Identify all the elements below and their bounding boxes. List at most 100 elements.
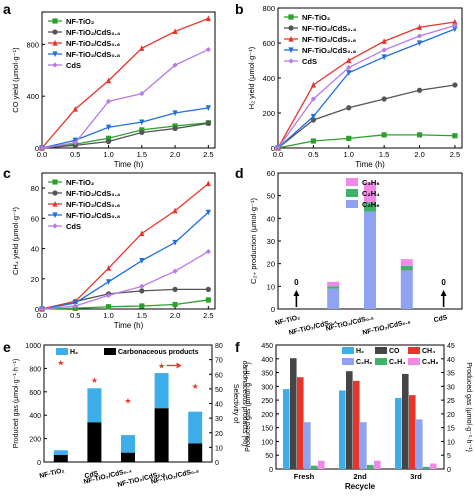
data-point bbox=[205, 105, 211, 111]
legend-swatch bbox=[408, 347, 420, 354]
bar-segment bbox=[400, 259, 413, 266]
data-point bbox=[172, 207, 178, 214]
panel-letter: f bbox=[235, 339, 240, 355]
legend-label: C₂H₄ bbox=[389, 359, 406, 366]
x-tick-label: 2nd bbox=[353, 472, 367, 481]
data-point bbox=[416, 132, 423, 138]
panel-letter: b bbox=[235, 1, 244, 17]
data-point bbox=[416, 24, 423, 30]
data-point bbox=[139, 258, 145, 264]
bar-segment bbox=[327, 281, 340, 287]
y-tick-label: 0 bbox=[271, 144, 275, 153]
bar bbox=[360, 422, 367, 469]
y-tick-label: 600 bbox=[29, 390, 41, 397]
x-tick-label: 2.0 bbox=[414, 150, 424, 159]
data-point bbox=[205, 248, 211, 255]
legend-label: NF-TiO₂ bbox=[66, 178, 94, 187]
x-tick-label: NF-TiO₂/CdS₀.₈ bbox=[150, 467, 199, 486]
y-axis-label: CO yield (μmol·g⁻¹) bbox=[11, 47, 20, 113]
legend-label: NF-TiO₂/CdS₀.₈ bbox=[66, 50, 121, 59]
y-tick-label: 250 bbox=[261, 398, 273, 405]
data-point bbox=[452, 82, 458, 88]
y-tick-label: 40 bbox=[267, 214, 275, 223]
data-point bbox=[310, 113, 316, 120]
data-point bbox=[346, 135, 352, 141]
data-point bbox=[172, 125, 178, 132]
legend-marker bbox=[288, 47, 294, 54]
series-line bbox=[41, 107, 209, 149]
data-point bbox=[452, 133, 458, 139]
legend-marker bbox=[52, 223, 58, 229]
bar bbox=[416, 419, 423, 469]
x-axis-label: Time (h) bbox=[355, 160, 385, 169]
data-point bbox=[416, 40, 423, 47]
data-point bbox=[346, 70, 352, 76]
x-tick-label: 0.0 bbox=[37, 311, 47, 320]
y2-tick-label: 30 bbox=[215, 416, 223, 423]
data-point bbox=[39, 145, 45, 151]
bar-segment bbox=[154, 408, 169, 462]
data-point bbox=[172, 301, 178, 308]
data-point bbox=[381, 54, 387, 61]
data-point bbox=[452, 18, 458, 25]
legend-swatch bbox=[342, 347, 354, 354]
y-tick-label: 0 bbox=[37, 460, 41, 467]
x-tick-label: 0.5 bbox=[70, 150, 80, 159]
data-point bbox=[72, 140, 78, 146]
series-line bbox=[41, 122, 209, 149]
axis-arrow-head bbox=[176, 362, 182, 369]
data-point bbox=[172, 110, 178, 117]
legend-label: C₃H₆ bbox=[362, 178, 380, 187]
y2-axis-label-line2: carbonaceous products (%) bbox=[241, 361, 248, 447]
data-point bbox=[205, 46, 211, 53]
data-point bbox=[105, 98, 112, 104]
y-tick-label: 60 bbox=[31, 214, 39, 223]
data-point bbox=[381, 96, 387, 102]
x-tick-label: NF-TiO₂ bbox=[39, 467, 65, 480]
y-tick-label: 50 bbox=[267, 192, 275, 201]
x-tick-label: 0.5 bbox=[70, 311, 80, 320]
y-tick-label: 600 bbox=[262, 39, 275, 48]
x-tick-label: 0.0 bbox=[37, 150, 47, 159]
legend-label: NF-TiO₂/CdS₀.₆ bbox=[66, 200, 120, 209]
data-point bbox=[381, 47, 387, 53]
legend-label: CdS bbox=[66, 222, 81, 231]
data-point bbox=[346, 57, 352, 64]
panel-letter: a bbox=[3, 1, 11, 17]
legend-marker bbox=[52, 190, 58, 196]
data-point bbox=[172, 268, 178, 274]
legend-marker bbox=[52, 212, 58, 219]
x-axis-label: Recycle bbox=[345, 482, 376, 491]
legend-label: NF-TiO₂ bbox=[302, 13, 330, 22]
legend-swatch bbox=[375, 358, 387, 365]
y-axis-label: Produced gas (μmol·g⁻¹·h⁻¹) bbox=[13, 359, 20, 449]
series-line bbox=[277, 28, 456, 149]
data-point bbox=[172, 28, 178, 35]
y2-tick-label: 20 bbox=[215, 431, 223, 438]
x-axis-label: Time (h) bbox=[114, 160, 144, 169]
data-point bbox=[381, 38, 387, 44]
series-line bbox=[41, 17, 209, 149]
arrow-head bbox=[293, 290, 300, 296]
legend-label: NF-TiO₂/CdS₀.₈ bbox=[302, 46, 357, 55]
legend-marker bbox=[52, 18, 58, 24]
y-tick-label: 150 bbox=[261, 426, 273, 433]
y-tick-label: 300 bbox=[261, 384, 273, 391]
data-point bbox=[416, 33, 423, 39]
data-point bbox=[346, 64, 352, 71]
data-point bbox=[105, 279, 112, 285]
data-point bbox=[310, 81, 316, 88]
y2-tick-label: 80 bbox=[215, 343, 223, 350]
data-point bbox=[105, 124, 112, 131]
panel-b: 0.0 0.5 1.0 1.5 2.0 2.5 0 200 400 600 800 Time (h) H… bbox=[235, 1, 463, 169]
y-tick-label: 80 bbox=[31, 184, 39, 193]
y2-tick-label: 25 bbox=[447, 398, 455, 405]
x-axis-label: Time (h) bbox=[114, 321, 144, 330]
data-point bbox=[105, 265, 112, 271]
y-tick-label: 1000 bbox=[25, 343, 41, 350]
data-point bbox=[205, 15, 211, 22]
data-point bbox=[139, 119, 145, 126]
panel-letter: e bbox=[3, 339, 11, 355]
y2-tick-label: 40 bbox=[447, 357, 455, 364]
bar bbox=[395, 397, 402, 469]
